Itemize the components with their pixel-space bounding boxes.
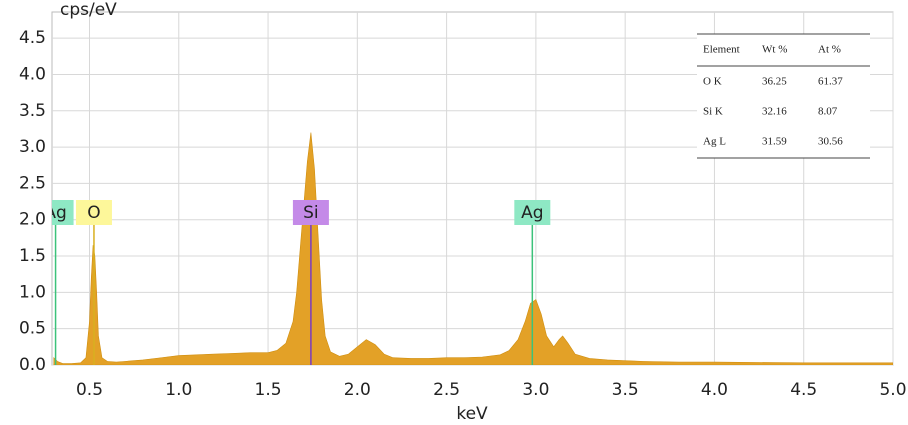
y-axis-label: cps/eV (60, 0, 117, 20)
table-header: Element (703, 44, 740, 56)
x-tick-label: 4.5 (790, 380, 817, 400)
x-tick-label: 1.0 (165, 380, 192, 400)
x-tick-label: 1.5 (255, 380, 282, 400)
table-header: At % (818, 44, 841, 56)
peak-label: Si (303, 203, 319, 223)
x-tick-label: 2.0 (344, 380, 371, 400)
table-cell: 30.56 (818, 136, 843, 148)
x-tick-label: 4.0 (701, 380, 728, 400)
table-bg (697, 34, 870, 158)
y-tick-label: 2.0 (19, 210, 46, 230)
y-tick-label: 1.0 (19, 282, 46, 302)
table-header: Wt % (762, 44, 787, 56)
peak-label: Ag (44, 203, 66, 223)
y-tick-label: 3.5 (19, 101, 46, 121)
peak-label-bg (514, 200, 551, 225)
table-cell: 61.37 (818, 76, 843, 88)
x-tick-label: 3.0 (522, 380, 549, 400)
table-cell: 31.59 (762, 136, 787, 148)
y-tick-label: 0.5 (19, 319, 46, 339)
y-tick-label: 1.5 (19, 246, 46, 266)
table-cell: O K (703, 76, 722, 88)
table-cell: 8.07 (818, 106, 838, 118)
y-tick-label: 2.5 (19, 173, 46, 193)
peak-label: O (87, 203, 100, 223)
y-tick-label: 4.0 (19, 64, 46, 84)
x-axis-label: keV (456, 404, 488, 424)
y-tick-label: 0.0 (19, 355, 46, 375)
spectrum-area (53, 132, 893, 365)
x-tick-label: 3.5 (612, 380, 639, 400)
y-tick-label: 4.5 (19, 28, 46, 48)
labels: 0.0 0.5 1.0 1.5 2.0 2.5 3.0 3.5 4.0 4.5 0.5 1.0 1.5 2… (19, 28, 907, 400)
table-cell: Si K (703, 106, 723, 118)
table-cell: 32.16 (762, 106, 787, 118)
y-tick-label: 3.0 (19, 137, 46, 157)
peak-label-bg (52, 200, 74, 225)
table-cell: 36.25 (762, 76, 787, 88)
x-tick-label: 5.0 (879, 380, 906, 400)
results-table: Element Wt % At % O K 36.25 61.37 Si K 32.16 8.0… (697, 33, 870, 159)
peak-label-bg (75, 200, 112, 225)
table-cell: Ag L (703, 136, 726, 148)
peak-label: Ag (521, 203, 543, 223)
peak-label-bg (292, 200, 329, 225)
marks: Ag O Si Ag (44, 132, 893, 365)
x-tick-label: 2.5 (433, 380, 460, 400)
x-tick-label: 0.5 (76, 380, 103, 400)
